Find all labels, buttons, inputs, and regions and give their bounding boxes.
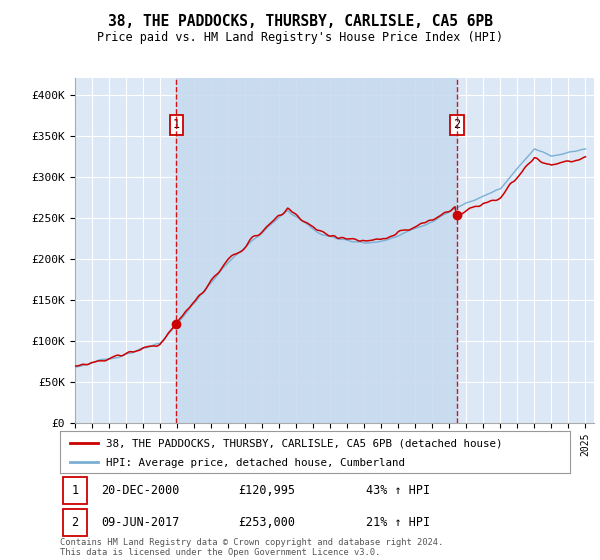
Bar — [176, 78, 457, 423]
Text: 2: 2 — [71, 516, 79, 529]
Bar — [62, 477, 87, 504]
Text: HPI: Average price, detached house, Cumberland: HPI: Average price, detached house, Cumb… — [106, 458, 405, 468]
Text: 38, THE PADDOCKS, THURSBY, CARLISLE, CA5 6PB (detached house): 38, THE PADDOCKS, THURSBY, CARLISLE, CA5… — [106, 439, 502, 449]
Text: £253,000: £253,000 — [239, 516, 296, 529]
Text: 1: 1 — [71, 484, 79, 497]
Text: Contains HM Land Registry data © Crown copyright and database right 2024.
This d: Contains HM Land Registry data © Crown c… — [60, 538, 443, 557]
Text: 20-DEC-2000: 20-DEC-2000 — [101, 484, 179, 497]
Bar — [62, 509, 87, 536]
Text: 38, THE PADDOCKS, THURSBY, CARLISLE, CA5 6PB: 38, THE PADDOCKS, THURSBY, CARLISLE, CA5… — [107, 14, 493, 29]
Text: 21% ↑ HPI: 21% ↑ HPI — [366, 516, 430, 529]
Text: 43% ↑ HPI: 43% ↑ HPI — [366, 484, 430, 497]
Text: £120,995: £120,995 — [239, 484, 296, 497]
Text: 09-JUN-2017: 09-JUN-2017 — [101, 516, 179, 529]
Text: 2: 2 — [453, 118, 460, 132]
Text: Price paid vs. HM Land Registry's House Price Index (HPI): Price paid vs. HM Land Registry's House … — [97, 31, 503, 44]
Text: 1: 1 — [173, 118, 180, 132]
